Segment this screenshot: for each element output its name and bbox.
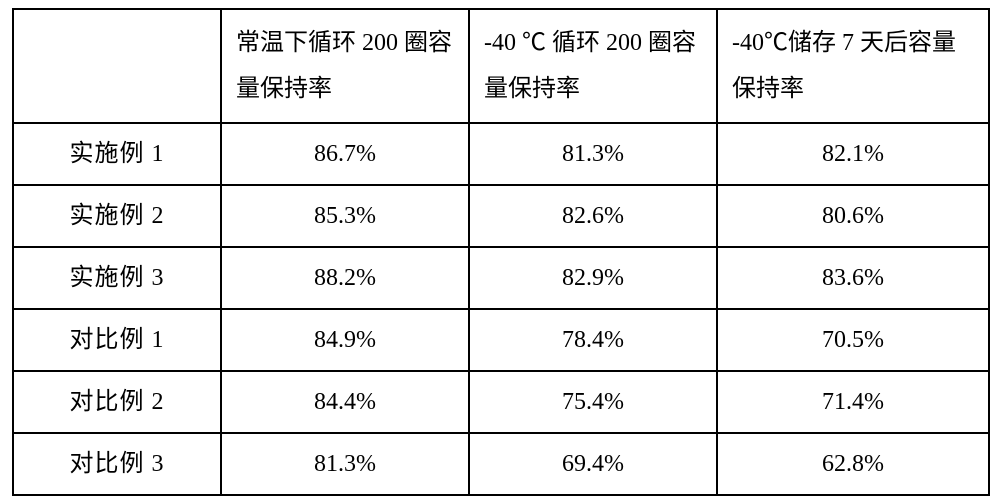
cell-value: 70.5% bbox=[717, 309, 989, 371]
cell-value: 82.1% bbox=[717, 123, 989, 185]
table-row: 对比例 3 81.3% 69.4% 62.8% bbox=[13, 433, 989, 495]
cell-value: 71.4% bbox=[717, 371, 989, 433]
table-row: 实施例 3 88.2% 82.9% 83.6% bbox=[13, 247, 989, 309]
row-label: 实施例 1 bbox=[13, 123, 221, 185]
cell-value: 84.4% bbox=[221, 371, 469, 433]
table-row: 实施例 1 86.7% 81.3% 82.1% bbox=[13, 123, 989, 185]
cell-value: 84.9% bbox=[221, 309, 469, 371]
cell-value: 82.6% bbox=[469, 185, 717, 247]
row-label: 对比例 1 bbox=[13, 309, 221, 371]
cell-value: 75.4% bbox=[469, 371, 717, 433]
cell-value: 81.3% bbox=[221, 433, 469, 495]
row-label: 对比例 2 bbox=[13, 371, 221, 433]
table-row: 实施例 2 85.3% 82.6% 80.6% bbox=[13, 185, 989, 247]
row-label: 实施例 2 bbox=[13, 185, 221, 247]
cell-value: 88.2% bbox=[221, 247, 469, 309]
header-cell-col3: -40℃储存 7 天后容量保持率 bbox=[717, 9, 989, 123]
cell-value: 83.6% bbox=[717, 247, 989, 309]
cell-value: 86.7% bbox=[221, 123, 469, 185]
cell-value: 85.3% bbox=[221, 185, 469, 247]
results-table-container: 常温下循环 200 圈容量保持率 -40 ℃ 循环 200 圈容量保持率 -40… bbox=[0, 0, 1000, 503]
table-header-row: 常温下循环 200 圈容量保持率 -40 ℃ 循环 200 圈容量保持率 -40… bbox=[13, 9, 989, 123]
cell-value: 62.8% bbox=[717, 433, 989, 495]
header-cell-empty bbox=[13, 9, 221, 123]
row-label: 实施例 3 bbox=[13, 247, 221, 309]
results-table: 常温下循环 200 圈容量保持率 -40 ℃ 循环 200 圈容量保持率 -40… bbox=[12, 8, 990, 496]
cell-value: 69.4% bbox=[469, 433, 717, 495]
cell-value: 80.6% bbox=[717, 185, 989, 247]
table-row: 对比例 1 84.9% 78.4% 70.5% bbox=[13, 309, 989, 371]
cell-value: 81.3% bbox=[469, 123, 717, 185]
header-cell-col1: 常温下循环 200 圈容量保持率 bbox=[221, 9, 469, 123]
table-row: 对比例 2 84.4% 75.4% 71.4% bbox=[13, 371, 989, 433]
header-cell-col2: -40 ℃ 循环 200 圈容量保持率 bbox=[469, 9, 717, 123]
cell-value: 82.9% bbox=[469, 247, 717, 309]
cell-value: 78.4% bbox=[469, 309, 717, 371]
row-label: 对比例 3 bbox=[13, 433, 221, 495]
